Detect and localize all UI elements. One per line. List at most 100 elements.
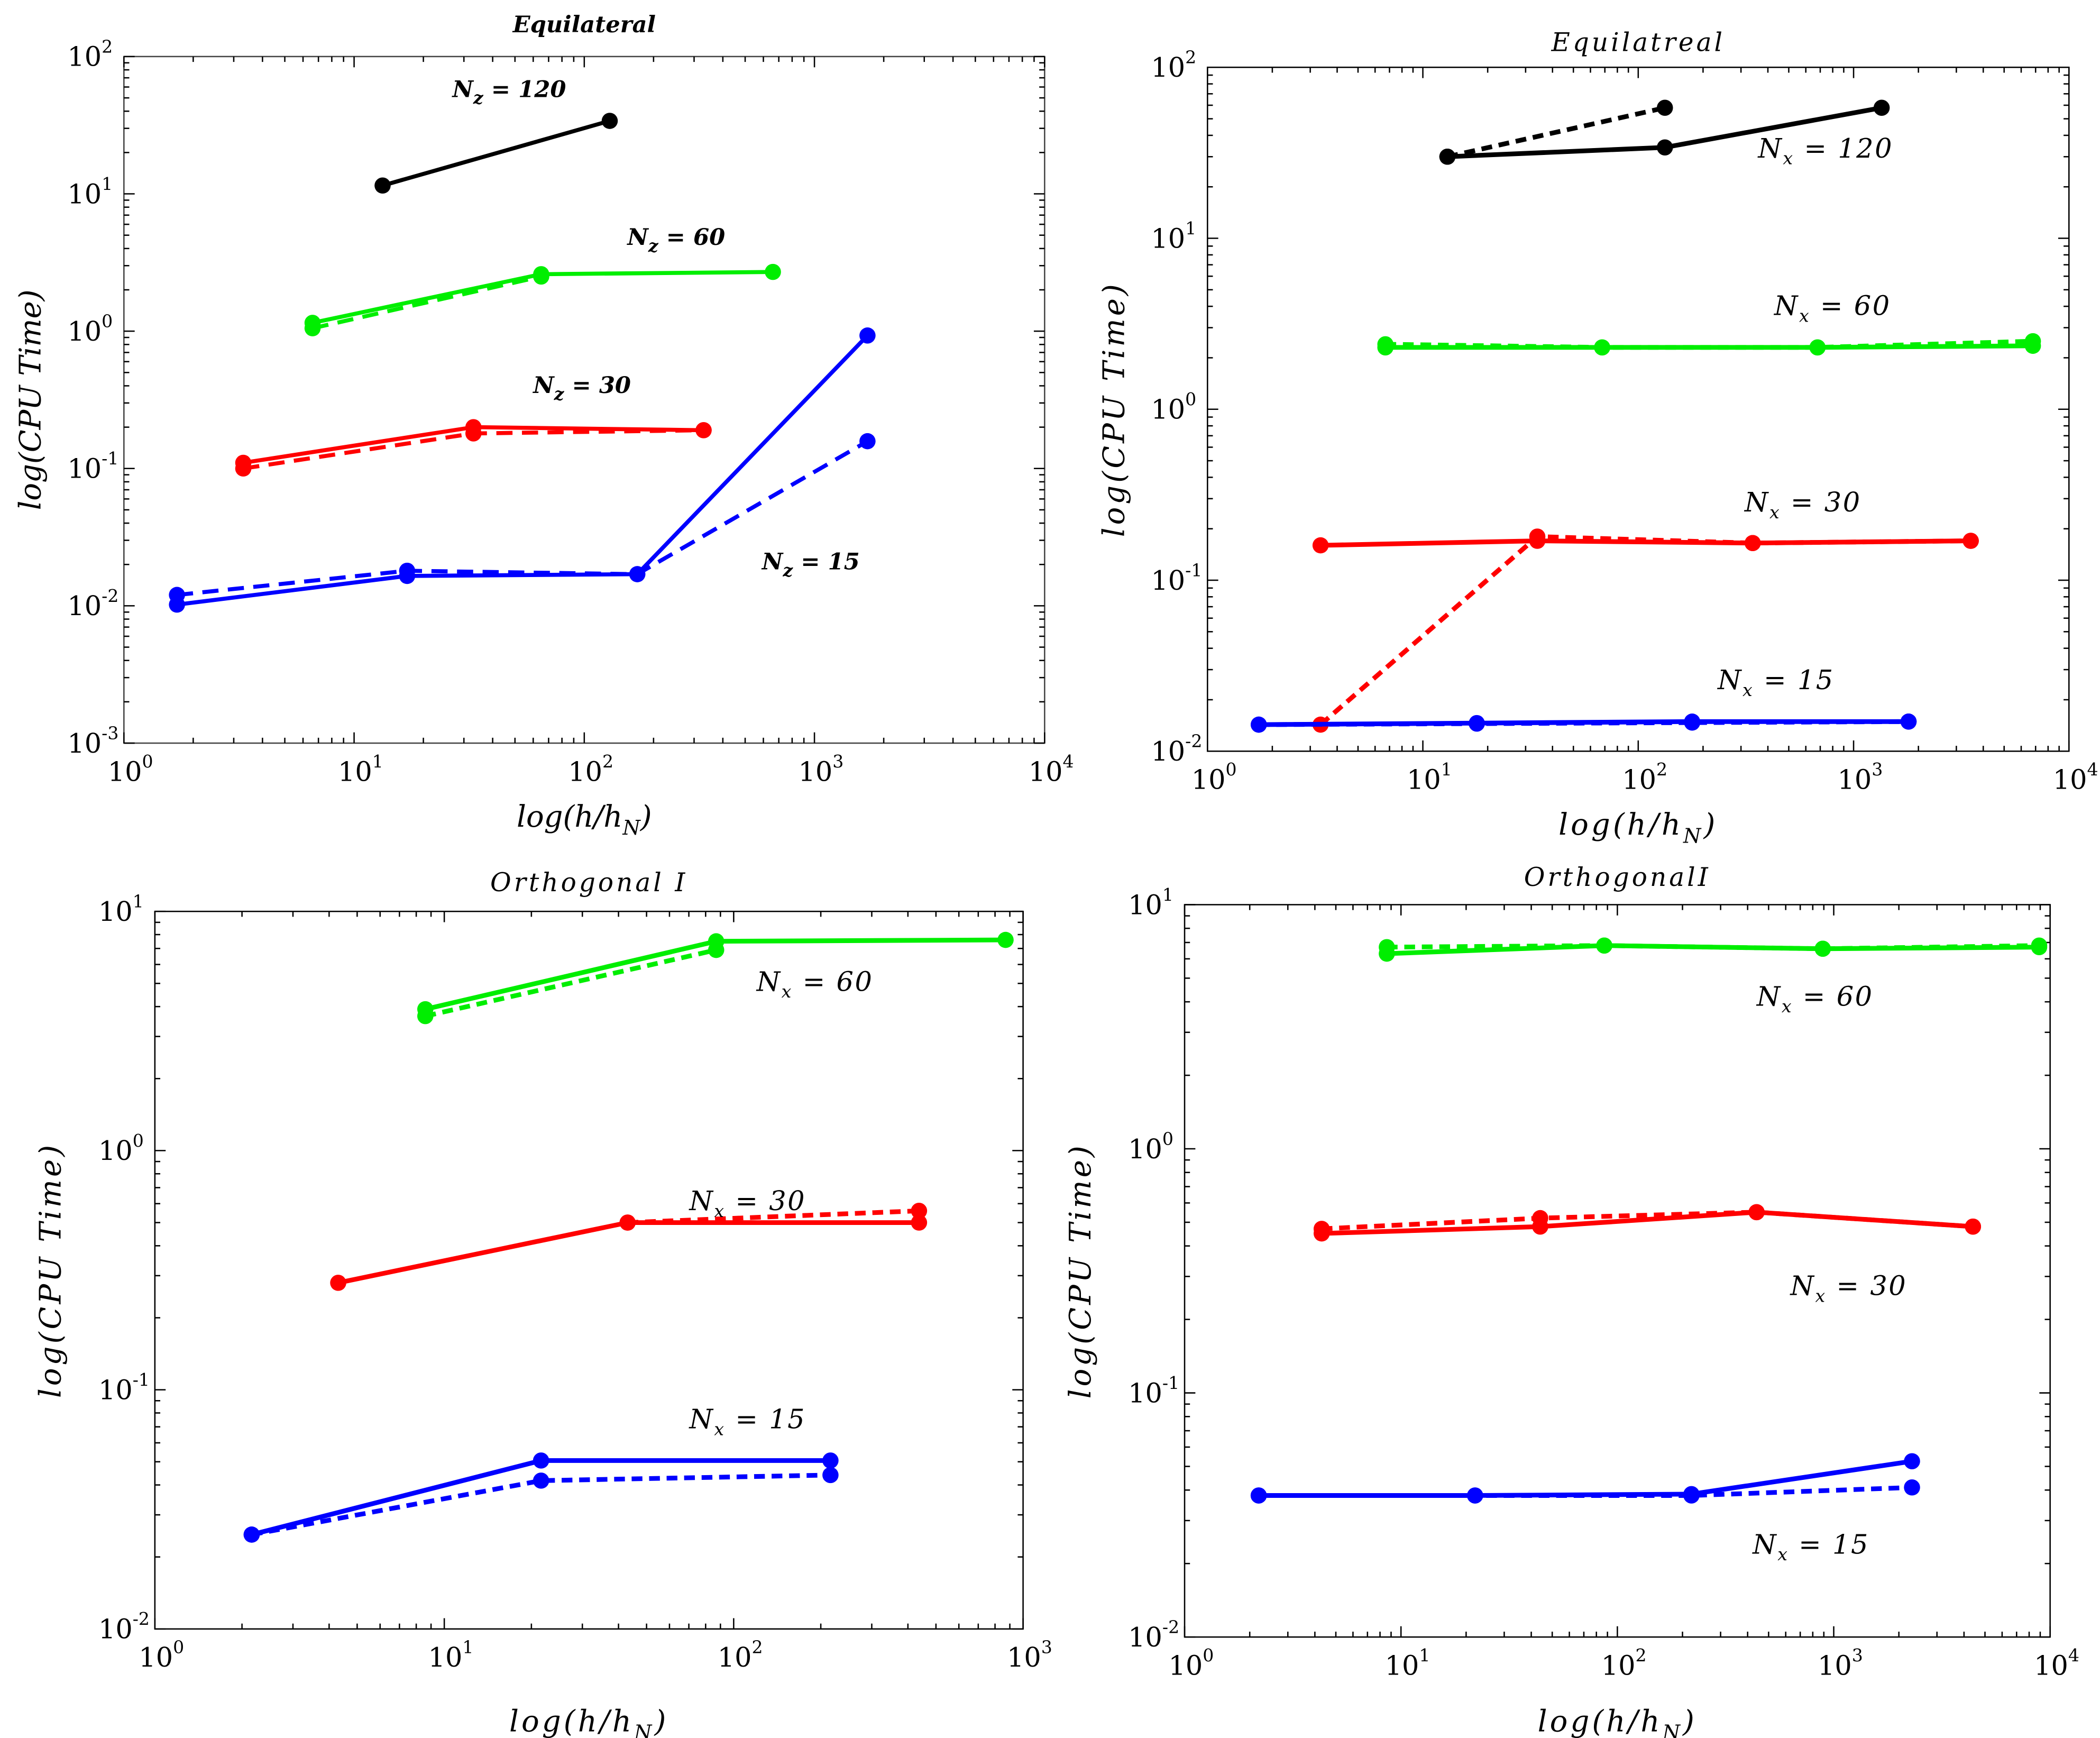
data-point	[708, 941, 725, 958]
series-annotation: Nx = 15	[688, 1404, 806, 1440]
tick-exponent: -1	[102, 448, 118, 469]
annotation-value: = 30	[564, 372, 631, 399]
tick-base: 10	[67, 42, 102, 73]
tick-exponent: 3	[1872, 759, 1883, 780]
x-axis-label: log(h/hN)	[1538, 1704, 1697, 1738]
y-tick-label: 101	[1128, 884, 1173, 921]
series-line	[312, 275, 542, 331]
data-point	[1313, 1221, 1330, 1237]
x-label-subscript: N	[1683, 825, 1703, 848]
tick-base: 10	[1818, 1650, 1852, 1681]
tick-exponent: 4	[2068, 1645, 2079, 1666]
annotation-base: N	[1756, 981, 1782, 1012]
tick-exponent: 0	[1185, 389, 1196, 409]
tick-exponent: -2	[1162, 1616, 1179, 1637]
series-annotation: Nx = 60	[1756, 981, 1874, 1017]
x-label-text: log(h/h	[517, 800, 622, 834]
annotation-subscript: z	[648, 235, 659, 256]
tick-exponent: 1	[1162, 884, 1173, 905]
tick-exponent: 1	[372, 751, 383, 772]
data-point	[1963, 533, 1979, 549]
plot-frame	[123, 56, 1046, 744]
x-tick-label: 103	[1838, 759, 1883, 795]
tick-base: 10	[67, 591, 102, 622]
y-axis-label: log(CPU Time)	[34, 1142, 68, 1398]
series	[1313, 1204, 1982, 1237]
annotation-value: = 30	[1827, 1271, 1907, 1302]
tick-exponent: 2	[102, 36, 113, 57]
tick-exponent: -1	[133, 1369, 150, 1390]
annotation-subscript: x	[714, 1201, 725, 1221]
data-point	[330, 1275, 346, 1291]
y-tick-label: 10-2	[67, 586, 118, 622]
data-point	[822, 1467, 839, 1484]
series	[243, 1452, 839, 1543]
y-tick-label: 101	[1151, 218, 1196, 254]
annotation-subscript: x	[782, 981, 793, 1002]
data-point	[997, 931, 1014, 948]
y-tick-label: 102	[1151, 47, 1196, 84]
series-line	[177, 439, 869, 597]
annotation-value: = 120	[1794, 133, 1893, 164]
tick-exponent: 1	[1441, 759, 1452, 780]
series-annotation: Nx = 30	[1789, 1271, 1907, 1306]
series-line	[1446, 105, 1666, 159]
tick-base: 10	[1191, 765, 1226, 796]
chart-panel-4: 100 101 102 103 10410-210-1100101OrthogonalI…	[1063, 863, 2079, 1738]
tick-base: 10	[1151, 223, 1185, 254]
data-point	[1377, 336, 1393, 353]
data-point	[1469, 715, 1485, 732]
annotation-subscript: x	[1799, 305, 1810, 326]
data-point	[859, 327, 876, 344]
tick-exponent: 0	[1162, 1128, 1173, 1149]
tick-exponent: -1	[1185, 560, 1202, 580]
series-line	[1385, 339, 2033, 350]
data-point	[465, 425, 482, 442]
tick-exponent: 0	[1203, 1645, 1214, 1666]
data-point	[1900, 714, 1917, 730]
tick-base: 10	[1128, 1622, 1162, 1653]
series	[243, 1467, 839, 1543]
data-point	[533, 1452, 549, 1469]
y-tick-label: 100	[1151, 389, 1196, 425]
annotation-subscript: z	[473, 87, 484, 108]
series	[374, 113, 618, 194]
series-annotation: Nx = 15	[1717, 665, 1835, 700]
data-point	[911, 1214, 928, 1231]
x-tick-label: 103	[1818, 1645, 1863, 1681]
data-point	[1596, 937, 1612, 954]
data-point	[1250, 716, 1267, 733]
data-point	[533, 268, 549, 285]
tick-exponent: -2	[1185, 731, 1202, 752]
tick-exponent: 1	[133, 891, 144, 912]
annotation-base: N	[1789, 1271, 1815, 1302]
tick-exponent: 2	[1185, 47, 1196, 68]
tick-base: 10	[718, 1642, 752, 1673]
series-line	[177, 334, 869, 607]
data-point	[822, 1452, 839, 1469]
tick-base: 10	[98, 1136, 133, 1167]
plot-frame	[1207, 66, 2070, 752]
annotation-value: = 15	[1754, 665, 1834, 696]
annotation-subscript: x	[1815, 1285, 1827, 1306]
x-tick-label: 102	[1601, 1645, 1647, 1681]
x-tick-label: 100	[1168, 1645, 1214, 1681]
annotation-subscript: x	[1769, 502, 1781, 523]
y-tick-label: 10-1	[98, 1369, 150, 1406]
series	[1312, 533, 1979, 554]
data-point	[1529, 528, 1546, 545]
x-tick-label: 104	[2053, 759, 2098, 795]
x-label-subscript: N	[634, 1722, 654, 1738]
x-label-subscript: N	[1662, 1722, 1683, 1738]
x-label-text: )	[640, 800, 652, 834]
series-line	[1387, 943, 2040, 952]
data-point	[629, 566, 646, 582]
tick-exponent: 1	[462, 1637, 473, 1658]
annotation-base: N	[1773, 291, 1799, 322]
tick-base: 10	[2034, 1650, 2068, 1681]
y-tick-label: 101	[98, 891, 144, 928]
series-line	[251, 1472, 831, 1537]
annotation-subscript: x	[1783, 148, 1794, 169]
data-point	[304, 320, 321, 336]
data-point	[1532, 1210, 1548, 1227]
